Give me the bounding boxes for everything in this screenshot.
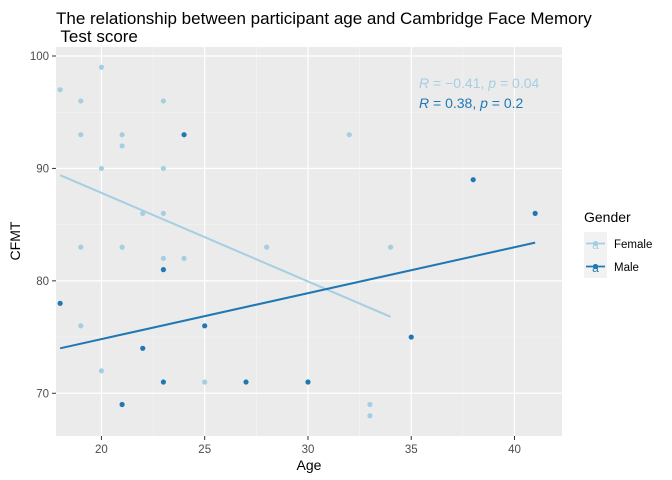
data-point-female	[119, 244, 125, 250]
data-point-female	[346, 132, 352, 138]
plot-panel	[56, 47, 562, 436]
data-point-female	[57, 87, 63, 93]
y-tick-label: 70	[36, 388, 49, 400]
y-tick-label: 80	[36, 276, 49, 288]
data-point-female	[78, 132, 84, 138]
data-point-female	[202, 379, 208, 385]
legend-key-glyph-male: a	[592, 261, 599, 275]
fit-lines	[59, 174, 536, 350]
legend-key-point-female	[592, 240, 599, 247]
data-point-female	[181, 255, 187, 261]
data-point-male	[243, 379, 249, 385]
legend-key-point-male	[592, 263, 599, 270]
x-axis-title: Age	[297, 457, 322, 473]
data-point-male	[305, 379, 311, 385]
data-point-male	[470, 177, 476, 183]
data-point-female	[78, 323, 84, 329]
x-tick-label: 20	[95, 444, 108, 456]
data-point-female	[78, 98, 84, 104]
data-point-female	[367, 413, 373, 419]
data-point-female	[119, 143, 125, 149]
chart-title-line2: Test score	[56, 27, 138, 46]
stat-label-female: R = −0.41, p = 0.04	[419, 75, 540, 91]
y-axis-ticks: 70 80 90 100	[30, 51, 56, 400]
data-point-female	[119, 132, 125, 138]
grid-minor	[56, 47, 562, 436]
legend-key-glyph-female: a	[592, 238, 599, 252]
data-point-female	[264, 244, 270, 250]
chart-title-line1: The relationship between participant age…	[56, 9, 592, 28]
x-tick-label: 25	[198, 444, 211, 456]
fit-line-female	[59, 174, 391, 318]
data-points	[57, 64, 538, 419]
data-point-male	[160, 267, 166, 273]
data-point-female	[367, 401, 373, 408]
data-point-male	[160, 379, 166, 385]
data-point-male	[57, 300, 63, 306]
data-point-male	[119, 401, 125, 408]
legend-label-female: Female	[614, 239, 652, 251]
legend: Gender a Female a Male	[584, 209, 652, 278]
data-point-female	[160, 255, 166, 261]
data-point-female	[98, 368, 105, 374]
fit-line-male	[59, 241, 536, 350]
legend-label-male: Male	[614, 262, 639, 274]
data-point-female	[98, 165, 105, 172]
data-point-male	[532, 210, 538, 216]
correlation-stats: R = −0.41, p = 0.04 R = 0.38, p = 0.2	[419, 75, 540, 111]
data-point-male	[181, 132, 187, 138]
data-point-female	[98, 64, 105, 70]
legend-title: Gender	[584, 209, 631, 225]
x-tick-label: 30	[302, 444, 315, 456]
x-tick-label: 40	[508, 444, 521, 456]
data-point-female	[160, 98, 166, 104]
data-point-male	[202, 323, 208, 329]
data-point-female	[160, 210, 166, 216]
x-axis-ticks: 20 25 30 35 40	[95, 436, 521, 456]
data-point-female	[160, 165, 166, 172]
y-tick-label: 100	[30, 51, 49, 63]
data-point-male	[140, 345, 146, 351]
stat-label-male: R = 0.38, p = 0.2	[419, 95, 524, 111]
data-point-female	[78, 244, 84, 250]
data-point-female	[387, 244, 394, 250]
y-tick-label: 90	[36, 163, 49, 175]
y-axis-title: CFMT	[7, 221, 23, 260]
x-tick-label: 35	[405, 444, 418, 456]
data-point-female	[140, 210, 146, 216]
data-point-male	[408, 334, 414, 340]
